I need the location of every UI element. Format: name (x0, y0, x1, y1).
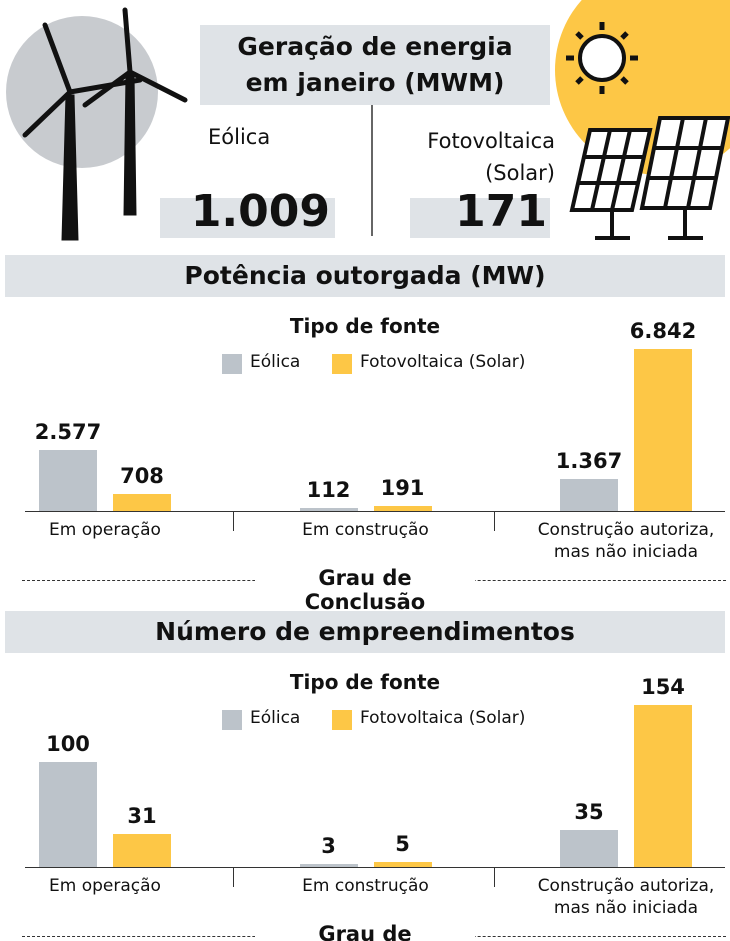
legend-swatch (222, 354, 242, 374)
category-divider (233, 867, 234, 887)
x-tick-label: Em construção (266, 519, 466, 541)
legend-swatch (332, 354, 352, 374)
infographic: Geração de energia em janeiro (MWM) Eóli… (0, 0, 730, 941)
value-label: 5 (358, 832, 448, 856)
legend-label: Fotovoltaica (Solar) (360, 352, 525, 372)
bar (113, 494, 171, 511)
header-title-line: Geração de energia (200, 29, 550, 65)
value-label: 100 (23, 732, 113, 756)
bar (634, 349, 692, 511)
stat-label-line: Fotovoltaica (400, 125, 555, 157)
x-tick-label: Em operação (5, 875, 205, 897)
value-label: 6.842 (618, 319, 708, 343)
bar (374, 506, 432, 511)
bar (39, 762, 97, 867)
x-tick-label: Em construção (266, 875, 466, 897)
value-label: 1.367 (544, 449, 634, 473)
value-label: 31 (97, 804, 187, 828)
chart-title: Número de empreendimentos (5, 611, 725, 653)
legend-label: Eólica (250, 352, 300, 372)
bar (113, 834, 171, 867)
value-label: 191 (358, 476, 448, 500)
legend-title: Tipo de fonte (215, 670, 515, 694)
bar (374, 862, 432, 867)
stat-value: 1.009 (160, 182, 330, 242)
stat-label: Eólica (208, 125, 270, 149)
bar (300, 508, 358, 511)
chart: Número de empreendimentos Tipo de fonte Eó… (0, 606, 730, 941)
x-tick-label: Construção autoriza, mas não iniciada (526, 519, 726, 563)
category-divider (233, 511, 234, 531)
x-tick-label: Em operação (5, 519, 205, 541)
x-axis (25, 511, 725, 512)
value-label: 35 (544, 800, 634, 824)
x-tick-label: Construção autoriza, mas não iniciada (526, 875, 726, 919)
stat-value: 171 (410, 182, 547, 242)
legend-swatch (222, 710, 242, 730)
header-title-line: em janeiro (MWM) (200, 65, 550, 101)
x-axis-label: Grau de Conclusão (255, 922, 475, 941)
legend-label: Eólica (250, 708, 300, 728)
bar (634, 705, 692, 867)
chart-title: Potência outorgada (MW) (5, 255, 725, 297)
bar (39, 450, 97, 511)
legend-swatch (332, 710, 352, 730)
category-divider (494, 867, 495, 887)
x-axis (25, 867, 725, 868)
value-label: 154 (618, 675, 708, 699)
bar (560, 479, 618, 511)
bar (300, 864, 358, 867)
legend-label: Fotovoltaica (Solar) (360, 708, 525, 728)
bar (560, 830, 618, 867)
value-label: 2.577 (23, 420, 113, 444)
category-divider (494, 511, 495, 531)
solar-panels (572, 118, 728, 238)
chart: Potência outorgada (MW) Tipo de fonte Eóli… (0, 250, 730, 585)
header-title: Geração de energia em janeiro (MWM) (200, 25, 550, 105)
legend-title: Tipo de fonte (215, 314, 515, 338)
stat-label: Fotovoltaica (Solar) (400, 125, 555, 189)
value-label: 708 (97, 464, 187, 488)
